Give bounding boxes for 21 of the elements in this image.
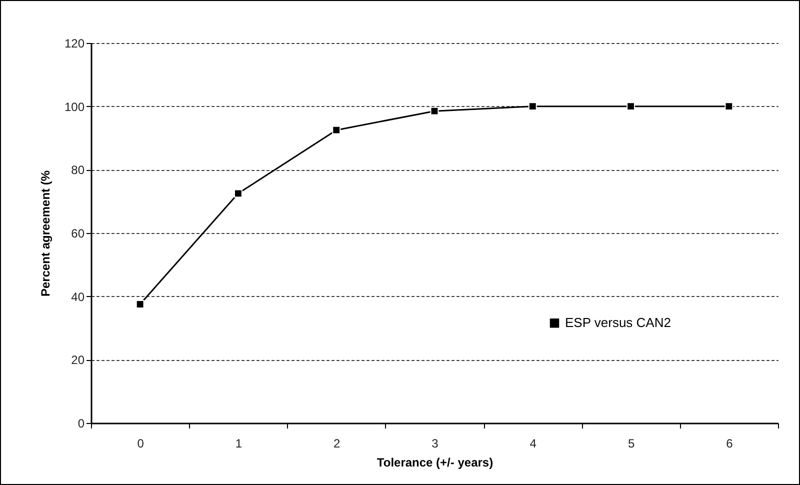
y-tick-label: 60 [71,226,85,240]
point [430,106,439,116]
x-tick-label: 1 [235,436,242,450]
y-tick-label: 40 [71,290,85,304]
y-tick-label: 0 [78,416,85,430]
legend-label: ESP versus CAN2 [565,315,671,330]
x-tick-label: 3 [432,436,439,450]
point [332,126,341,134]
y-axis-title: Percent agreement (% [38,170,52,297]
x-axis-title: Tolerance (+/- years) [376,456,494,470]
y-tick-label: 80 [71,163,85,178]
y-tick-label: 100 [64,100,85,114]
x-tick-label: 0 [137,436,144,450]
y-tick-label: 120 [64,36,85,50]
point [234,189,242,198]
x-tick-label: 5 [628,436,635,450]
x-tick-label: 4 [530,436,537,450]
x-tick-label: 2 [334,436,341,450]
x-tick-label: 6 [726,436,734,450]
point [136,300,144,308]
y-tick-label: 20 [71,353,85,368]
